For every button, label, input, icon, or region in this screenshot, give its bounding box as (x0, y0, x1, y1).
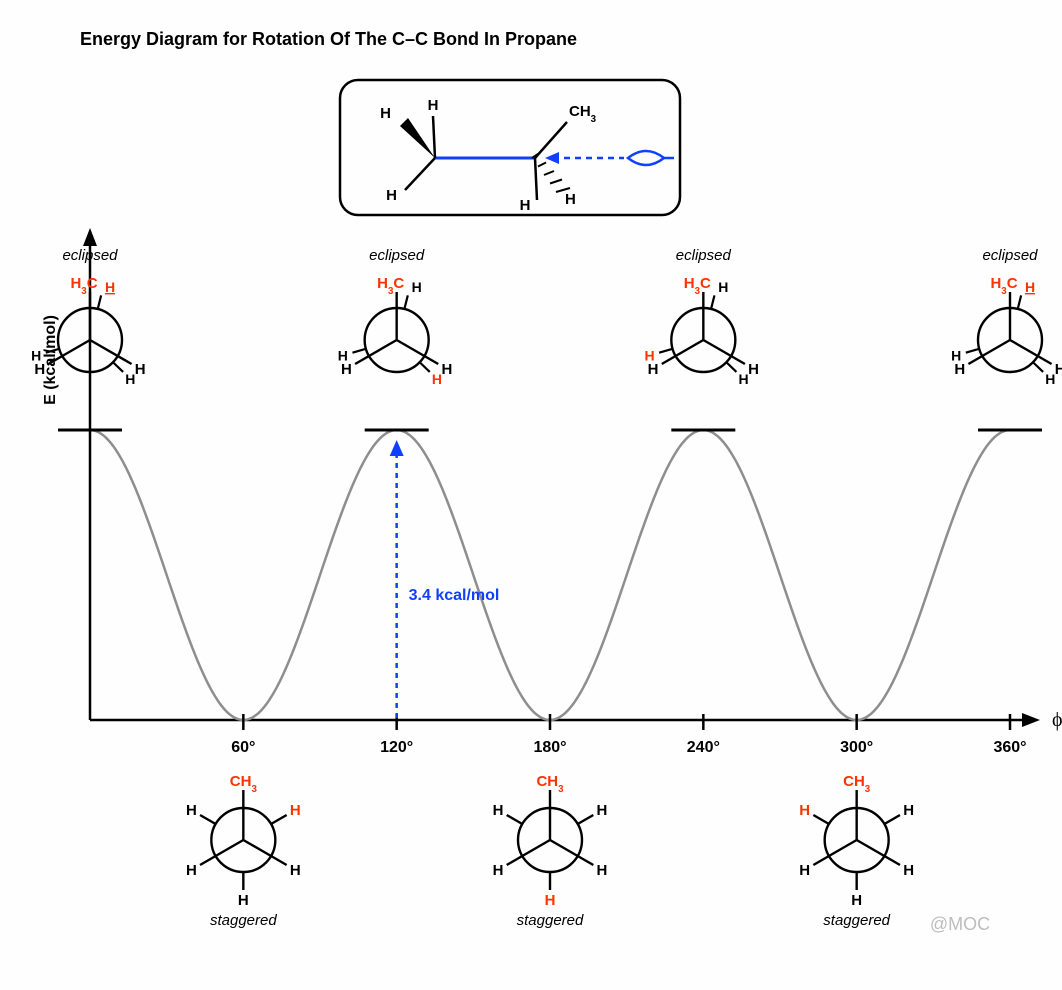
x-tick-label: 360° (993, 739, 1026, 756)
svg-text:H: H (238, 892, 249, 909)
svg-text:H: H (648, 361, 659, 378)
svg-text:H: H (799, 862, 810, 879)
x-tick-label: 240° (687, 739, 720, 756)
svg-text:H: H (341, 361, 352, 378)
x-tick-label: 300° (840, 739, 873, 756)
svg-text:H: H (441, 361, 452, 378)
newman-eclipsed: H3CHHHHH (951, 275, 1062, 387)
conformer-label: staggered (823, 912, 890, 929)
newman-staggered: HHHCH3HH (799, 773, 914, 909)
x-tick-label: 60° (231, 739, 255, 756)
svg-text:H: H (290, 802, 301, 819)
chart-title: Energy Diagram for Rotation Of The C–C B… (80, 29, 577, 49)
svg-text:H: H (520, 197, 531, 214)
svg-text:H: H (290, 862, 301, 879)
svg-text:H: H (1025, 279, 1035, 295)
svg-text:H: H (380, 105, 391, 122)
newman-staggered: HHHCH3HH (186, 773, 301, 909)
svg-text:H: H (493, 862, 504, 879)
svg-text:H: H (954, 361, 965, 378)
svg-text:H: H (851, 892, 862, 909)
svg-text:H: H (432, 371, 442, 387)
svg-text:H: H (1045, 371, 1055, 387)
svg-text:H: H (34, 361, 45, 378)
conformer-label: eclipsed (982, 247, 1038, 264)
barrier-label: 3.4 kcal/mol (409, 587, 500, 604)
wedge-bond (400, 118, 435, 158)
svg-text:H: H (903, 862, 914, 879)
newman-eclipsed: H3CHHHHH (338, 275, 453, 387)
watermark: @MOC (930, 914, 990, 934)
conformer-label: eclipsed (369, 247, 425, 264)
ch3-label: CH3 (569, 103, 597, 125)
svg-text:H: H (428, 97, 439, 114)
svg-text:H: H (951, 347, 961, 363)
newman-eclipsed: H3CHHHHH (644, 275, 759, 387)
y-axis-arrowhead (83, 228, 97, 246)
svg-text:H: H (545, 892, 556, 909)
svg-text:H: H (1055, 361, 1062, 378)
svg-text:H: H (338, 347, 348, 363)
svg-text:H: H (186, 802, 197, 819)
svg-text:H: H (718, 279, 728, 295)
svg-text:H: H (31, 347, 41, 363)
svg-text:H: H (799, 802, 810, 819)
svg-text:H: H (565, 191, 576, 208)
svg-text:H: H (739, 371, 749, 387)
svg-text:H: H (125, 371, 135, 387)
svg-text:H: H (135, 361, 146, 378)
svg-text:H: H (493, 802, 504, 819)
svg-text:H3C: H3C (70, 275, 97, 297)
conformer-label: staggered (210, 912, 277, 929)
svg-text:H3C: H3C (684, 275, 711, 297)
svg-text:H: H (903, 802, 914, 819)
x-tick-label: 180° (533, 739, 566, 756)
newman-staggered: HHHCH3HH (493, 773, 608, 909)
conformer-label: staggered (517, 912, 584, 929)
svg-text:H: H (412, 279, 422, 295)
svg-text:H: H (597, 802, 608, 819)
svg-text:H3C: H3C (377, 275, 404, 297)
energy-curve (90, 430, 1010, 720)
x-axis-arrowhead (1022, 713, 1040, 727)
svg-text:H3C: H3C (990, 275, 1017, 297)
svg-text:H: H (386, 187, 397, 204)
energy-diagram-svg: Energy Diagram for Rotation Of The C–C B… (0, 0, 1062, 990)
eye-icon (628, 151, 664, 165)
svg-text:H: H (186, 862, 197, 879)
svg-text:H: H (105, 279, 115, 295)
svg-text:H: H (644, 347, 654, 363)
svg-text:H: H (748, 361, 759, 378)
conformer-label: eclipsed (676, 247, 732, 264)
conformer-label: eclipsed (62, 247, 118, 264)
svg-text:H: H (597, 862, 608, 879)
x-axis-label: ϕ (1052, 709, 1062, 731)
x-tick-label: 120° (380, 739, 413, 756)
